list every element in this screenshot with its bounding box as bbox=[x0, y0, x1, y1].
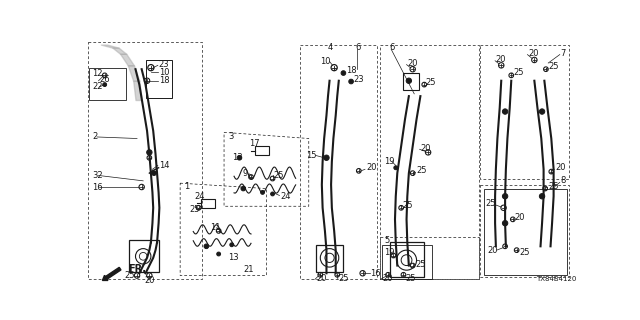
Text: 25: 25 bbox=[189, 205, 200, 214]
Text: 4: 4 bbox=[328, 43, 333, 52]
Bar bbox=[129, 240, 159, 273]
Text: 25: 25 bbox=[513, 68, 524, 77]
Text: 17: 17 bbox=[250, 140, 260, 148]
Text: 32: 32 bbox=[92, 171, 103, 180]
Circle shape bbox=[406, 78, 412, 84]
Text: 25: 25 bbox=[519, 248, 529, 257]
Text: 10: 10 bbox=[159, 68, 169, 77]
Text: 20: 20 bbox=[420, 144, 431, 153]
Bar bbox=[481, 44, 569, 179]
Text: 20: 20 bbox=[367, 163, 377, 172]
Text: 25: 25 bbox=[548, 62, 559, 71]
Bar bbox=[390, 243, 424, 277]
Circle shape bbox=[147, 150, 152, 155]
Text: 25: 25 bbox=[417, 166, 427, 175]
Circle shape bbox=[260, 190, 264, 194]
Text: 15: 15 bbox=[306, 151, 316, 160]
Text: 20: 20 bbox=[382, 274, 392, 283]
Text: 16: 16 bbox=[92, 182, 103, 191]
Bar bbox=[88, 42, 202, 279]
Text: 16: 16 bbox=[371, 269, 381, 278]
Text: 3: 3 bbox=[228, 132, 233, 141]
Text: 19: 19 bbox=[384, 157, 395, 166]
Text: 24: 24 bbox=[280, 192, 291, 201]
Text: 25: 25 bbox=[403, 201, 413, 210]
Circle shape bbox=[230, 243, 234, 247]
Text: 13: 13 bbox=[232, 153, 243, 162]
Circle shape bbox=[204, 244, 209, 249]
Text: 20: 20 bbox=[144, 276, 155, 285]
Circle shape bbox=[241, 186, 246, 191]
Text: 8: 8 bbox=[561, 176, 566, 185]
Bar bbox=[481, 185, 569, 277]
Text: 20: 20 bbox=[316, 274, 327, 283]
Text: 20: 20 bbox=[555, 163, 566, 172]
Circle shape bbox=[502, 194, 508, 199]
Circle shape bbox=[152, 171, 156, 175]
Circle shape bbox=[324, 155, 329, 160]
Text: 18: 18 bbox=[346, 66, 356, 75]
Bar bbox=[255, 146, 269, 156]
Text: 20: 20 bbox=[496, 55, 506, 64]
Text: 13: 13 bbox=[228, 253, 239, 262]
Bar bbox=[201, 198, 215, 208]
Text: 25: 25 bbox=[426, 78, 436, 87]
Circle shape bbox=[103, 83, 107, 86]
Text: 5: 5 bbox=[384, 236, 390, 245]
Text: 23: 23 bbox=[159, 60, 169, 69]
Bar bbox=[382, 245, 432, 279]
Text: TX84B4120: TX84B4120 bbox=[536, 276, 576, 283]
Bar bbox=[90, 68, 126, 100]
Text: 22: 22 bbox=[92, 82, 103, 91]
Text: 25: 25 bbox=[548, 182, 559, 191]
Text: 1: 1 bbox=[184, 182, 189, 191]
Text: 2: 2 bbox=[92, 132, 98, 141]
Text: 6: 6 bbox=[356, 43, 361, 52]
Text: 20: 20 bbox=[407, 59, 418, 68]
Text: 11: 11 bbox=[210, 222, 221, 232]
Text: FR.: FR. bbox=[128, 264, 146, 274]
Text: 23: 23 bbox=[353, 75, 364, 84]
Text: 10: 10 bbox=[320, 57, 330, 66]
Text: 12: 12 bbox=[92, 69, 103, 78]
Bar bbox=[403, 73, 419, 90]
Text: 25: 25 bbox=[485, 199, 496, 208]
Text: 25: 25 bbox=[273, 171, 284, 180]
Bar bbox=[380, 237, 479, 279]
Circle shape bbox=[394, 166, 397, 170]
Text: 19: 19 bbox=[384, 248, 395, 257]
Circle shape bbox=[237, 156, 242, 160]
Text: 20: 20 bbox=[487, 246, 497, 255]
Text: 20: 20 bbox=[528, 49, 539, 58]
FancyArrow shape bbox=[102, 267, 121, 280]
Text: 25: 25 bbox=[339, 274, 349, 283]
Text: 20: 20 bbox=[515, 212, 525, 221]
Circle shape bbox=[217, 252, 221, 256]
Text: 24: 24 bbox=[195, 192, 205, 201]
Text: 26: 26 bbox=[99, 75, 110, 84]
Text: 18: 18 bbox=[159, 76, 169, 85]
Text: 25: 25 bbox=[124, 271, 134, 280]
Circle shape bbox=[349, 79, 353, 84]
Text: 25: 25 bbox=[405, 274, 415, 283]
Text: 21: 21 bbox=[243, 265, 254, 274]
Circle shape bbox=[502, 220, 508, 226]
Bar bbox=[380, 44, 479, 279]
Text: 14: 14 bbox=[159, 161, 169, 170]
Text: 7: 7 bbox=[561, 49, 566, 58]
Circle shape bbox=[540, 109, 545, 114]
Bar bbox=[145, 60, 172, 99]
Circle shape bbox=[271, 192, 275, 196]
Bar bbox=[300, 44, 376, 279]
Bar bbox=[484, 188, 566, 275]
Text: 6: 6 bbox=[390, 43, 395, 52]
Text: 9: 9 bbox=[243, 169, 248, 178]
Bar bbox=[316, 245, 344, 272]
Circle shape bbox=[540, 194, 545, 199]
Circle shape bbox=[502, 109, 508, 114]
Circle shape bbox=[341, 71, 346, 75]
Text: 25: 25 bbox=[415, 260, 426, 268]
